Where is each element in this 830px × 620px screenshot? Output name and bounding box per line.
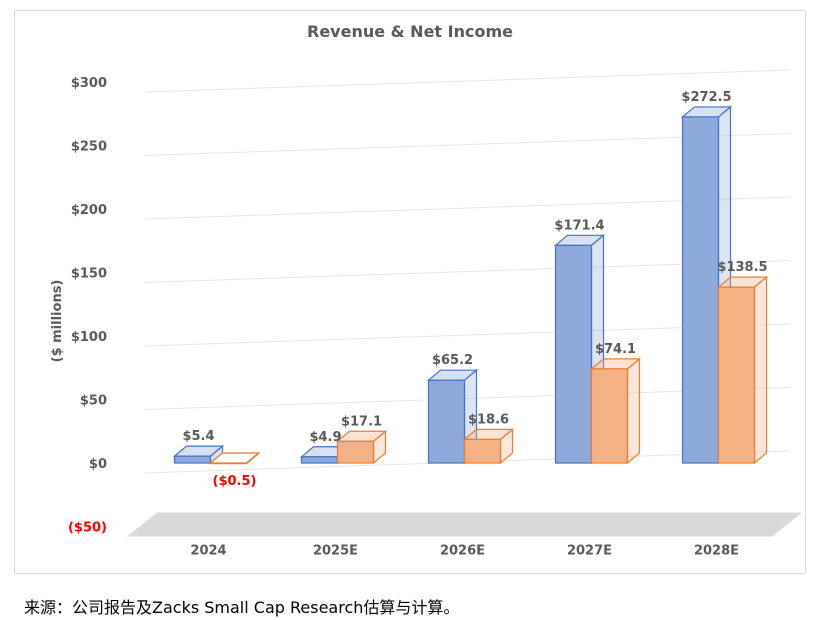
data-label-net-income: $17.1: [341, 414, 382, 429]
chart-container: Revenue & Net Income ($ millions) $300 $2…: [14, 10, 806, 574]
x-category-label: 2025E: [313, 544, 358, 559]
data-label-net-income: ($0.5): [213, 474, 257, 489]
x-category-label: 2027E: [567, 544, 612, 559]
y-tick-label: $250: [71, 140, 107, 155]
bar-net-income: [335, 430, 388, 465]
data-label-revenue: $4.9: [309, 430, 341, 445]
bar-net-income: [716, 275, 769, 465]
y-tick-label: $0: [89, 457, 107, 472]
bar-net-income: [208, 451, 261, 465]
y-tick-label: $100: [71, 330, 107, 345]
source-note: 来源：公司报告及Zacks Small Cap Research估算与计算。: [24, 598, 460, 617]
y-tick-label: $300: [71, 76, 107, 91]
bar-net-income: [589, 357, 642, 465]
y-tick-label: $150: [71, 267, 107, 282]
data-label-net-income: $18.6: [468, 412, 509, 427]
chart-svg: Revenue & Net Income ($ millions) $300 $2…: [50, 22, 802, 559]
data-label-net-income: $74.1: [595, 342, 636, 357]
data-label-revenue: $5.4: [182, 429, 214, 444]
data-label-revenue: $272.5: [681, 90, 731, 105]
y-tick-label: $200: [71, 203, 107, 218]
x-category-label: 2026E: [440, 544, 485, 559]
x-category-label: 2028E: [694, 544, 739, 559]
bar-revenue: [172, 444, 225, 465]
gridline: [144, 69, 791, 93]
y-tick-label: ($50): [68, 521, 107, 536]
data-label-net-income: $138.5: [717, 260, 767, 275]
y-axis-label: ($ millions): [50, 280, 65, 363]
data-label-revenue: $65.2: [432, 353, 473, 368]
data-label-revenue: $171.4: [554, 218, 604, 233]
y-tick-label: $50: [80, 394, 107, 409]
bar-net-income: [462, 428, 515, 465]
chart-floor: [127, 512, 802, 537]
x-category-label: 2024: [190, 544, 226, 559]
chart-title: Revenue & Net Income: [307, 22, 513, 41]
